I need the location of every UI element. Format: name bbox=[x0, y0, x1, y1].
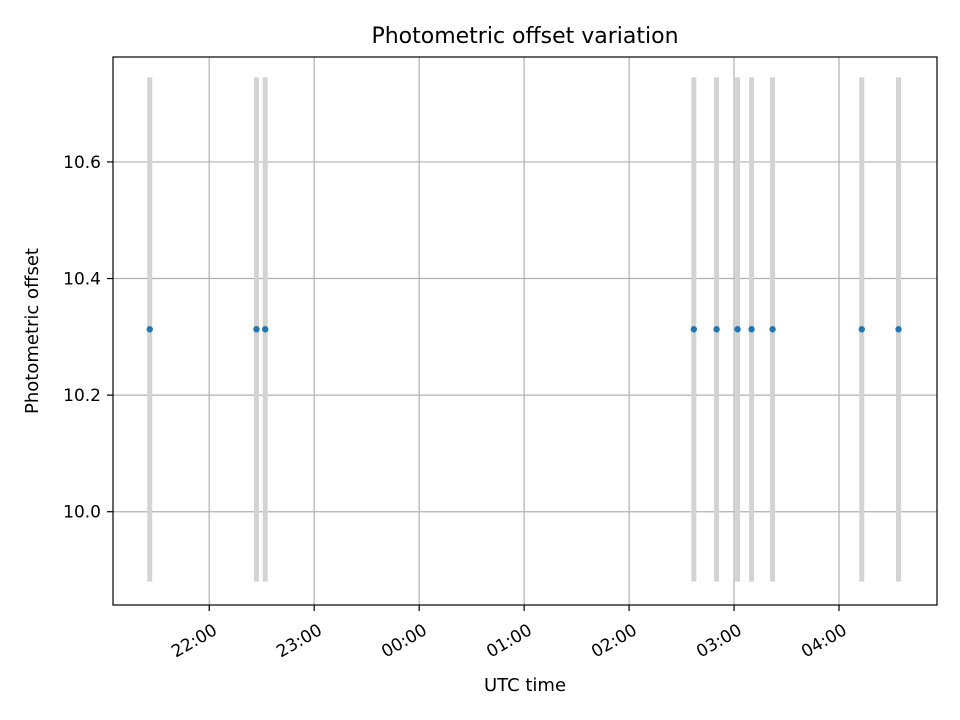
data-point bbox=[734, 326, 741, 333]
x-tick-label: 01:00 bbox=[483, 620, 535, 662]
grid bbox=[113, 57, 937, 605]
y-tick-label: 10.6 bbox=[63, 153, 101, 173]
y-tick-label: 10.2 bbox=[63, 386, 101, 406]
y-tick-label: 10.0 bbox=[63, 503, 101, 523]
x-tick-label: 23:00 bbox=[273, 620, 325, 662]
x-axis-label: UTC time bbox=[484, 675, 566, 696]
data-point bbox=[262, 326, 269, 333]
x-tick-label: 00:00 bbox=[378, 620, 430, 662]
data-point bbox=[895, 326, 902, 333]
data-point bbox=[690, 326, 698, 333]
data-points bbox=[146, 326, 902, 333]
chart-title: Photometric offset variation bbox=[371, 24, 678, 49]
plot-frame bbox=[112, 56, 938, 606]
data-point bbox=[713, 326, 720, 333]
y-axis-label: Photometric offset bbox=[22, 248, 43, 414]
x-tick-label: 22:00 bbox=[168, 620, 220, 662]
x-tick-label: 04:00 bbox=[798, 620, 850, 662]
y-axis-ticks: 10.0 10.2 10.4 10.6 bbox=[63, 153, 113, 523]
data-point bbox=[253, 326, 260, 333]
x-axis-ticks: 22:00 23:00 00:00 01:00 02:00 03:00 04:00 bbox=[168, 605, 851, 662]
x-tick-label: 03:00 bbox=[693, 620, 745, 662]
data-point bbox=[146, 326, 153, 333]
x-tick-label: 02:00 bbox=[588, 620, 640, 662]
y-tick-label: 10.4 bbox=[63, 270, 101, 290]
data-point bbox=[769, 326, 776, 333]
data-point bbox=[748, 326, 755, 333]
data-point bbox=[858, 326, 865, 333]
